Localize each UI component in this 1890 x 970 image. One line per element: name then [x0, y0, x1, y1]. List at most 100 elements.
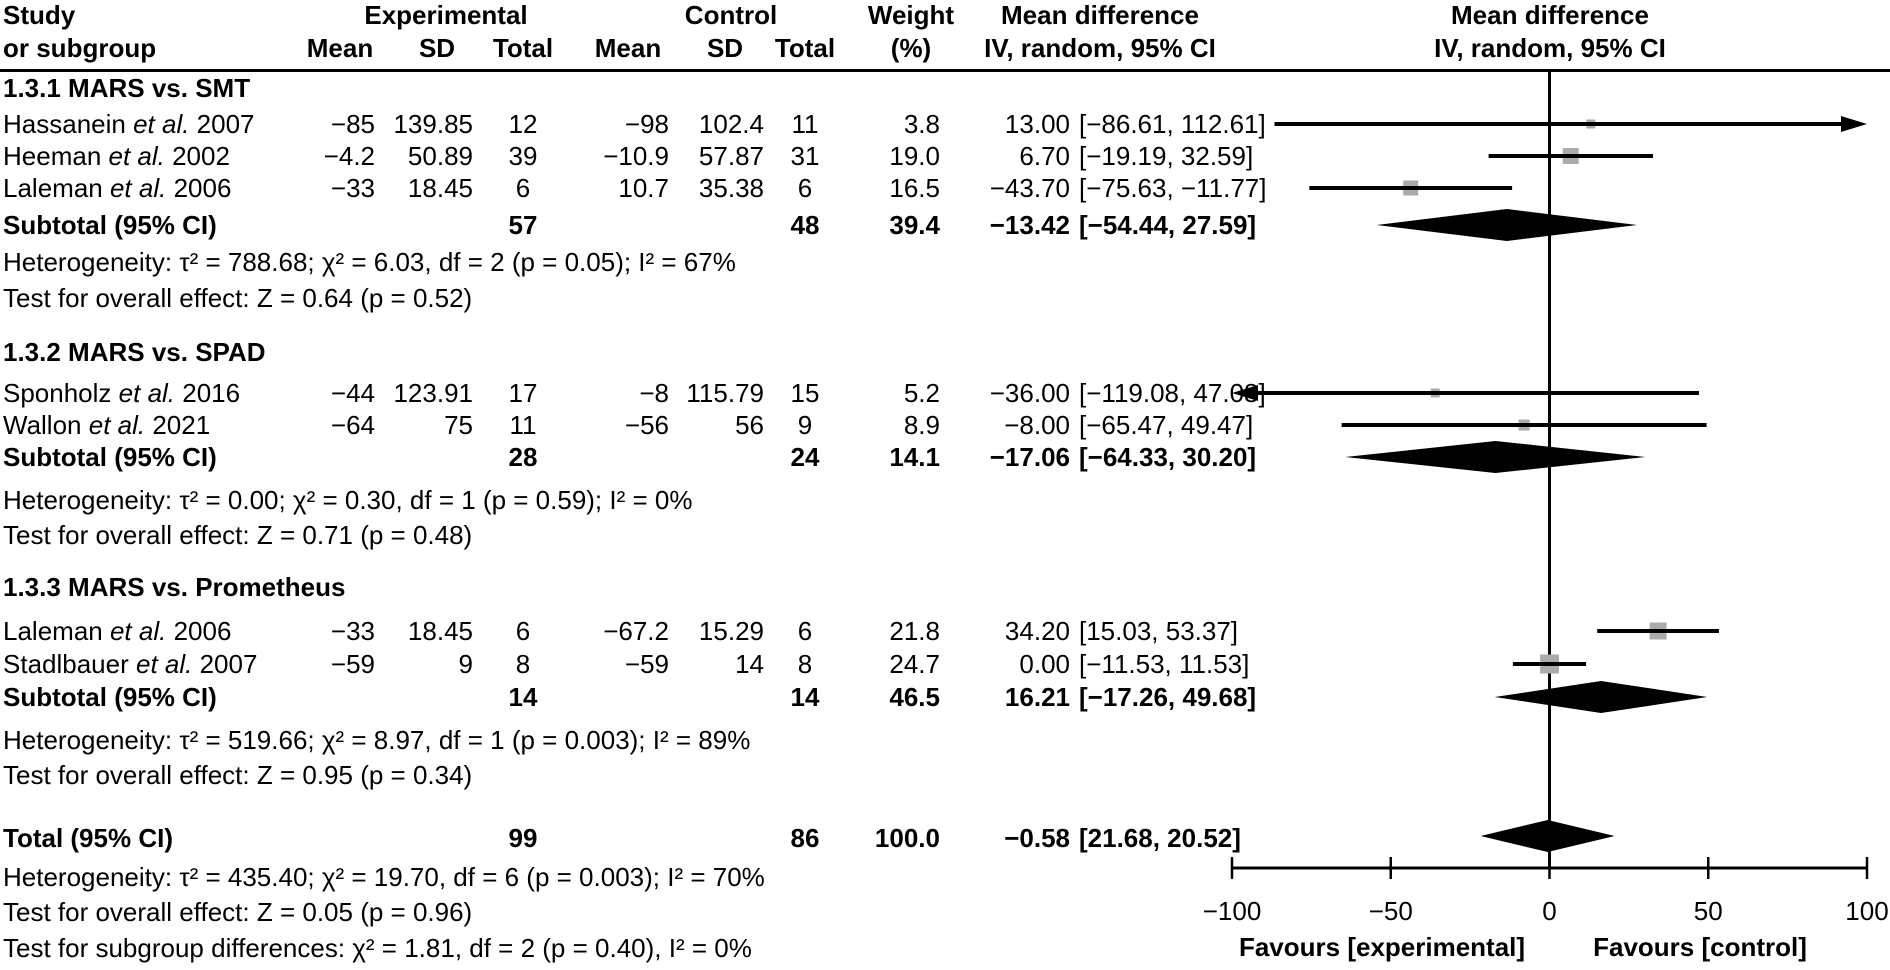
cell-exp-sd: 18.45 [407, 616, 473, 646]
cell-ci: [15.03, 53.37] [1079, 616, 1239, 646]
cell-ctrl-total: 15 [790, 378, 820, 408]
subtotal-label: Subtotal (95% CI) [3, 682, 217, 712]
cell-exp-sd: 123.91 [393, 378, 473, 408]
ci-line [1256, 391, 1699, 395]
cell-md: −36.00 [989, 378, 1070, 408]
axis-tick-label: −100 [1202, 896, 1262, 926]
cell-exp-mean: −59 [330, 649, 375, 679]
study-name: Hassanein et al. 2007 [3, 109, 255, 139]
cell-ctrl-total: 86 [790, 823, 820, 853]
cell-weight: 3.8 [903, 109, 940, 139]
cell-weight: 5.2 [903, 378, 940, 408]
cell-exp-mean: −33 [330, 616, 375, 646]
study-name: Heeman et al. 2002 [3, 141, 230, 171]
axis-tick-label: −50 [1368, 896, 1413, 926]
total-diamond [1480, 820, 1615, 852]
cell-exp-mean: −64 [330, 410, 375, 440]
ci-line [1488, 154, 1653, 158]
et-al-italic: et al. [135, 649, 193, 679]
favours-experimental-label: Favours [experimental] [1238, 932, 1526, 962]
et-al-italic: et al. [108, 141, 165, 171]
study-name: Sponholz et al. 2016 [3, 378, 241, 408]
cell-ctrl-sd: 115.79 [686, 378, 764, 408]
subgroup-heading: 1.3.2 MARS vs. SPAD [3, 337, 266, 367]
axis-line [1232, 866, 1867, 870]
cell-ci: [−17.26, 49.68] [1079, 682, 1257, 712]
study-name: Stadlbauer et al. 2007 [3, 649, 258, 679]
cell-exp-mean: −33 [330, 173, 375, 203]
overall-effect-text: Test for overall effect: Z = 0.64 (p = 0… [3, 283, 473, 313]
cell-ctrl-sd: 56 [735, 410, 764, 440]
cell-ci: [−65.47, 49.47] [1079, 410, 1254, 440]
col-header-md-plot-line1: Mean difference [1451, 0, 1649, 30]
cell-ctrl-total: 8 [797, 649, 813, 679]
cell-exp-sd: 75 [444, 410, 473, 440]
cell-md: −43.70 [989, 173, 1070, 203]
col-header-study-line2: or subgroup [3, 33, 157, 63]
cell-md: −0.58 [1004, 823, 1070, 853]
cell-md: 6.70 [1019, 141, 1070, 171]
cell-ctrl-total: 24 [790, 442, 820, 472]
cell-ci: [−119.08, 47.08] [1079, 378, 1266, 408]
heterogeneity-text: Heterogeneity: τ² = 519.66; χ² = 8.97, d… [3, 725, 751, 755]
axis-tick [1389, 857, 1392, 879]
cell-weight: 46.5 [889, 682, 940, 712]
et-al-italic: et al. [109, 616, 167, 646]
axis-tick [1230, 857, 1234, 879]
cell-ctrl-mean: −59 [624, 649, 669, 679]
cell-weight: 8.9 [903, 410, 940, 440]
cell-md: 16.21 [1004, 682, 1070, 712]
cell-ctrl-total: 11 [791, 109, 819, 139]
axis-tick-label: 50 [1693, 896, 1723, 926]
axis-tick [1548, 857, 1551, 879]
total-label: Total (95% CI) [3, 823, 173, 853]
cell-weight: 24.7 [889, 649, 940, 679]
heterogeneity-text: Heterogeneity: τ² = 0.00; χ² = 0.30, df … [3, 485, 693, 515]
et-al-italic: et al. [109, 173, 167, 203]
subgroup-differences-text: Test for subgroup differences: χ² = 1.81… [3, 933, 752, 963]
ci-arrow-right [1841, 116, 1867, 132]
cell-md: 0.00 [1019, 649, 1070, 679]
subtotal-diamond [1345, 441, 1646, 473]
subtotal-diamond [1494, 681, 1708, 713]
cell-ctrl-sd: 57.87 [698, 141, 764, 171]
col-header-study-line1: Study [3, 0, 76, 30]
cell-md: −17.06 [989, 442, 1070, 472]
et-al-italic: et al. [118, 378, 176, 408]
effect-square [1649, 622, 1667, 640]
cell-exp-sd: 50.89 [407, 141, 473, 171]
col-header-exp-mean: Mean [306, 33, 374, 63]
axis-tick [1707, 857, 1710, 879]
cell-exp-total: 6 [515, 616, 531, 646]
cell-ctrl-total: 9 [797, 410, 813, 440]
study-name: Laleman et al. 2006 [3, 616, 232, 646]
cell-exp-total: 57 [508, 210, 538, 240]
cell-ctrl-total: 14 [790, 682, 820, 712]
cell-exp-mean: −44 [330, 378, 375, 408]
effect-square [1518, 419, 1530, 431]
heterogeneity-text: Heterogeneity: τ² = 435.40; χ² = 19.70, … [3, 862, 765, 892]
cell-exp-total: 39 [508, 141, 538, 171]
cell-md: 13.00 [1004, 109, 1070, 139]
axis-tick-label: 0 [1542, 896, 1557, 926]
cell-ci: [−11.53, 11.53] [1079, 649, 1250, 679]
cell-exp-total: 17 [508, 378, 538, 408]
overall-effect-text: Test for overall effect: Z = 0.71 (p = 0… [3, 520, 473, 550]
subgroup-heading: 1.3.1 MARS vs. SMT [3, 73, 251, 103]
zero-line [1548, 71, 1551, 868]
ci-line [1597, 629, 1719, 633]
cell-ci: [−64.33, 30.20] [1079, 442, 1257, 472]
cell-ctrl-mean: 10.7 [618, 173, 669, 203]
col-header-ctrl-sd: SD [706, 33, 744, 63]
cell-exp-mean: −85 [330, 109, 375, 139]
cell-ctrl-sd: 102.4 [698, 109, 764, 139]
cell-ci: [−75.63, −11.77] [1079, 173, 1267, 203]
col-header-weight-pct: (%) [890, 33, 932, 63]
favours-control-label: Favours [control] [1593, 932, 1807, 962]
cell-ctrl-mean: −67.2 [603, 616, 669, 646]
col-header-ctrl-mean: Mean [594, 33, 662, 63]
cell-ctrl-sd: 15.29 [698, 616, 764, 646]
cell-weight: 16.5 [889, 173, 940, 203]
heterogeneity-text: Heterogeneity: τ² = 788.68; χ² = 6.03, d… [3, 247, 736, 277]
